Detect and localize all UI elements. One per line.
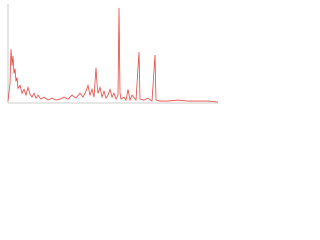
data-line: [7, 7, 219, 103]
chart: [7, 4, 219, 104]
